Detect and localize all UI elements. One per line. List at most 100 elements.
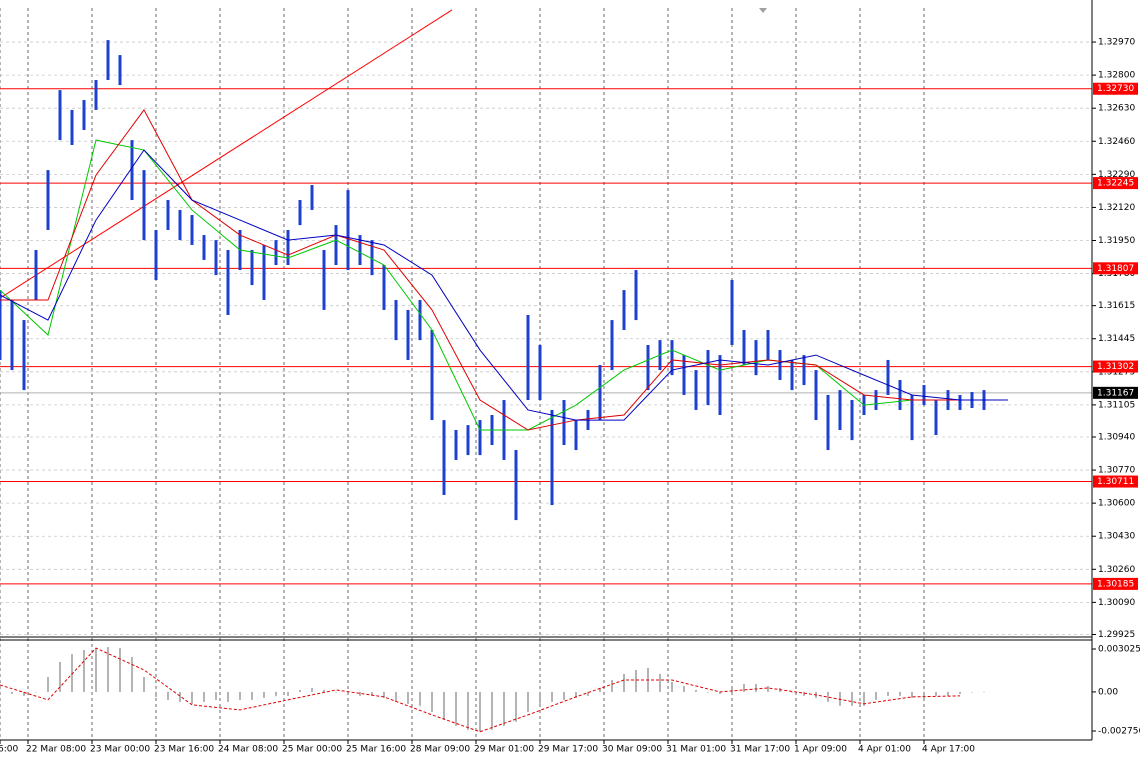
price-bar [94, 79, 98, 110]
histogram-bar [983, 691, 985, 693]
y-tick-label: 1.30940 [1098, 432, 1135, 442]
histogram-bar [755, 683, 757, 692]
x-tick-label: 25 Mar 16:00 [346, 745, 406, 755]
y-tick-label: 1.31105 [1098, 400, 1135, 410]
histogram-bar [923, 691, 925, 698]
x-tick-label: 31 Mar 01:00 [666, 745, 726, 755]
histogram-bar [935, 691, 937, 696]
histogram-bar [659, 673, 661, 692]
price-bar [874, 390, 878, 410]
histogram-bar [191, 691, 193, 704]
price-bar [298, 200, 302, 226]
level-label-box [1093, 475, 1138, 488]
y-tick-label: 1.32290 [1098, 170, 1135, 180]
histogram-bar [587, 691, 589, 696]
histogram-bar [611, 680, 613, 692]
histogram-bar [599, 687, 601, 692]
histogram-bar [467, 691, 469, 730]
histogram-bar [71, 654, 73, 692]
x-tick-label: 28 Mar 09:00 [410, 745, 470, 755]
label-layer: 6:00 22 Mar 08:00 23 Mar 00:00 23 Mar 16:00… [0, 38, 1140, 755]
y-tick-label: -0.002756 [1098, 727, 1140, 737]
histogram-bar [371, 691, 373, 696]
price-bar [226, 250, 230, 316]
last-price-box [1093, 386, 1138, 399]
histogram-bar [851, 691, 853, 706]
histogram-bar [731, 687, 733, 692]
price-bar [778, 350, 782, 380]
price-bar [118, 55, 122, 86]
price-bar [46, 170, 50, 230]
last-price-label: 1.31167 [1097, 388, 1134, 398]
price-bar [850, 400, 854, 441]
price-bar [178, 209, 182, 241]
price-bar [58, 90, 62, 141]
price-bar [730, 279, 734, 345]
histogram-bar [707, 691, 709, 693]
level-label: 1.30185 [1097, 579, 1134, 589]
x-tick-label: 29 Mar 17:00 [538, 745, 598, 755]
price-bar [334, 225, 338, 266]
histogram-bar [743, 683, 745, 692]
histogram-bar [239, 691, 241, 700]
price-bar [754, 340, 758, 376]
histogram-bar [575, 691, 577, 698]
histogram-bar [479, 691, 481, 732]
histogram-bar [83, 650, 85, 692]
histogram-bar [275, 691, 277, 696]
histogram-bar [407, 691, 409, 704]
level-label-box [1093, 177, 1138, 190]
x-tick-label: 25 Mar 00:00 [282, 745, 342, 755]
price-bar [0, 290, 2, 360]
y-tick-label: 1.32630 [1098, 104, 1135, 114]
price-bar [442, 420, 446, 495]
price-bar [22, 320, 26, 391]
histogram-bar [227, 691, 229, 702]
shift-marker [759, 8, 767, 13]
price-bar [346, 190, 350, 271]
level-label-box [1093, 360, 1138, 373]
price-bar [322, 250, 326, 310]
level-label-box [1093, 82, 1138, 95]
histogram-bar [323, 689, 325, 692]
histogram-bar [827, 691, 829, 702]
histogram-bar [383, 691, 385, 698]
price-bar [142, 170, 146, 241]
price-bar [82, 100, 86, 130]
price-bar [34, 250, 38, 301]
histogram-bar [803, 691, 805, 696]
grid-layer [0, 8, 1092, 740]
histogram-bar [875, 691, 877, 700]
y-tick-label: 1.32800 [1098, 71, 1135, 81]
y-tick-label: 1.29925 [1098, 630, 1135, 640]
histogram-bar [155, 691, 157, 697]
histogram-bar [683, 685, 685, 692]
moving-average [0, 139, 1008, 431]
histogram-bar [179, 691, 181, 702]
histogram-bar [719, 691, 721, 694]
price-bar [358, 235, 362, 266]
histogram-bar [311, 687, 313, 692]
price-bar [274, 240, 278, 266]
level-label: 1.31807 [1097, 264, 1134, 274]
marks-layer [0, 40, 1008, 733]
histogram-bar [887, 691, 889, 696]
histogram-bar [791, 691, 793, 693]
level-label: 1.32245 [1097, 179, 1134, 189]
price-bar [682, 355, 686, 395]
histogram-bar [515, 691, 517, 722]
histogram-bar [59, 661, 61, 692]
histogram-bar [47, 677, 49, 692]
y-tick-label: 1.31445 [1098, 334, 1135, 344]
price-bar [694, 370, 698, 410]
price-bar [250, 250, 254, 286]
histogram-bar [959, 691, 961, 694]
price-bar [370, 240, 374, 276]
histogram-bar [215, 691, 217, 700]
price-bar [538, 344, 542, 401]
price-bar [958, 394, 962, 410]
price-bar [814, 370, 818, 421]
level-label-box [1093, 262, 1138, 275]
price-bar [910, 394, 914, 441]
price-bar [634, 270, 638, 321]
